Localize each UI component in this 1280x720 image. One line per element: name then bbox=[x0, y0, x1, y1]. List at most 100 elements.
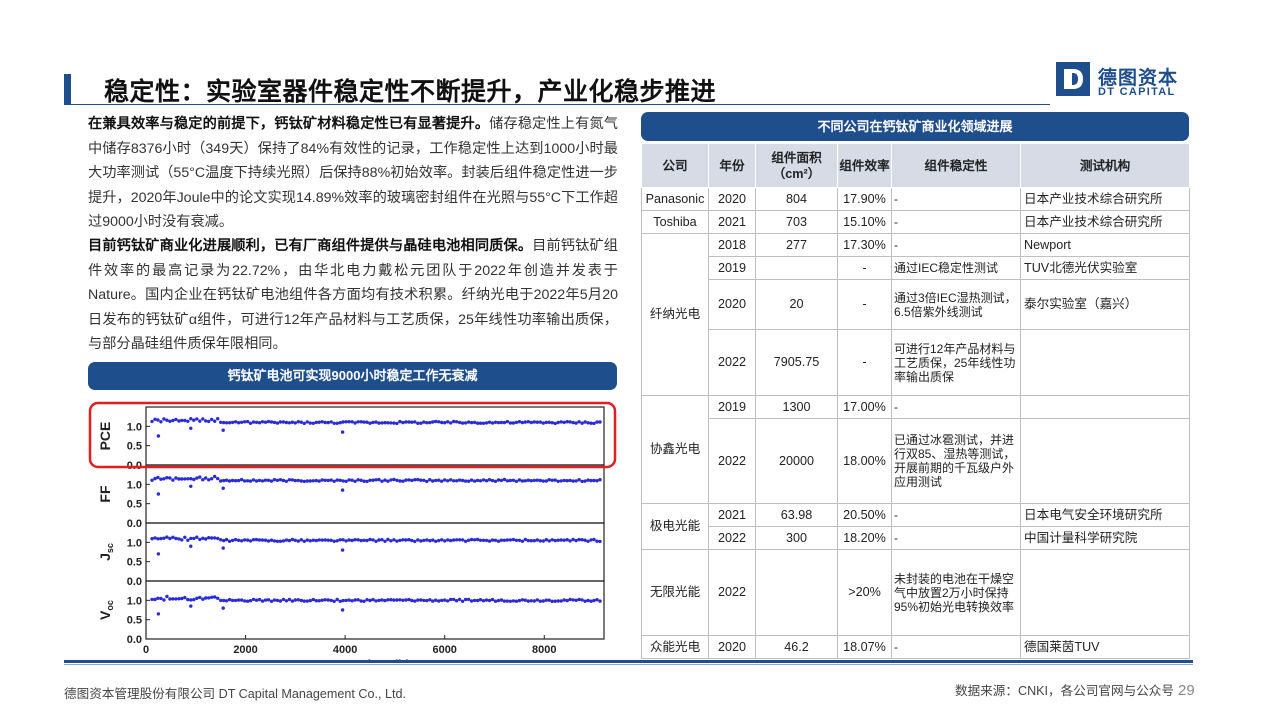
data-point bbox=[275, 421, 280, 425]
data-point bbox=[472, 479, 477, 483]
data-point bbox=[419, 421, 423, 425]
data-point bbox=[341, 598, 345, 603]
data-point bbox=[517, 478, 522, 482]
data-point bbox=[177, 477, 181, 481]
data-point bbox=[287, 538, 292, 543]
data-point bbox=[230, 478, 235, 483]
data-point bbox=[248, 539, 253, 543]
data-point bbox=[449, 478, 453, 482]
data-point bbox=[353, 538, 357, 542]
data-point bbox=[392, 421, 396, 425]
cell-stability: - bbox=[891, 210, 1021, 234]
data-point bbox=[520, 479, 525, 483]
data-point bbox=[165, 535, 169, 539]
data-point bbox=[186, 419, 190, 423]
y-tick-label: 0.5 bbox=[127, 499, 142, 511]
data-point bbox=[460, 599, 465, 603]
data-point bbox=[329, 420, 333, 424]
data-point bbox=[242, 538, 247, 542]
data-point bbox=[565, 420, 569, 424]
data-point bbox=[350, 420, 354, 424]
data-point bbox=[484, 598, 489, 602]
data-point bbox=[293, 421, 297, 425]
data-point bbox=[340, 488, 345, 492]
cell-year: 2019 bbox=[708, 256, 756, 280]
data-point bbox=[153, 417, 157, 421]
paragraph-commercialization-lead: 目前钙钛矿商业化进展顺利，已有厂商组件提供与晶硅电池相同质保。 bbox=[88, 238, 533, 254]
data-point bbox=[437, 420, 441, 424]
data-point bbox=[535, 598, 539, 602]
table-row: Toshiba 2021 703 15.10% - 日本产业技术综合研究所 bbox=[641, 210, 1190, 234]
data-point bbox=[577, 420, 581, 424]
data-point bbox=[311, 597, 315, 602]
data-point bbox=[156, 418, 160, 422]
data-point bbox=[532, 599, 536, 603]
data-point bbox=[174, 597, 178, 601]
data-point bbox=[544, 598, 548, 602]
data-point bbox=[359, 538, 363, 543]
cell-efficiency: - bbox=[837, 256, 892, 280]
data-point bbox=[219, 598, 223, 603]
footer-source: 数据来源：CNKI，各公司官网与公众号 29 bbox=[955, 680, 1195, 699]
data-point bbox=[165, 418, 169, 422]
data-point bbox=[371, 538, 375, 542]
data-point bbox=[165, 594, 169, 599]
data-point bbox=[395, 539, 399, 543]
data-point bbox=[239, 420, 244, 424]
data-point bbox=[227, 479, 232, 483]
cell-test-org: 日本电气安全环境研究所 bbox=[1020, 503, 1190, 527]
data-point bbox=[523, 537, 527, 542]
y-tick-label: 1.0 bbox=[127, 421, 142, 433]
data-point bbox=[308, 539, 312, 543]
data-point bbox=[413, 420, 417, 424]
data-point bbox=[260, 479, 265, 483]
data-point bbox=[452, 479, 456, 483]
data-point bbox=[514, 420, 519, 425]
table-row: 纤纳光电 2018 277 17.30% - Newport bbox=[641, 233, 1190, 396]
data-point bbox=[511, 478, 516, 482]
data-point bbox=[299, 538, 303, 542]
data-point bbox=[320, 598, 324, 602]
header-year: 年份 bbox=[708, 143, 756, 188]
data-point bbox=[520, 420, 525, 425]
data-point bbox=[434, 598, 438, 602]
data-point bbox=[568, 478, 572, 483]
data-point bbox=[589, 599, 593, 603]
data-point bbox=[192, 418, 196, 422]
data-point bbox=[401, 479, 405, 483]
data-point bbox=[466, 597, 471, 602]
cell-company: 无限光能 bbox=[641, 549, 709, 636]
data-point bbox=[251, 420, 256, 424]
data-point bbox=[192, 597, 196, 602]
data-point bbox=[266, 478, 271, 482]
data-point bbox=[505, 419, 510, 424]
data-point bbox=[463, 479, 468, 483]
data-point bbox=[278, 478, 283, 482]
data-point bbox=[592, 421, 596, 426]
data-point bbox=[284, 538, 289, 542]
data-point bbox=[547, 420, 551, 424]
data-point bbox=[463, 539, 468, 543]
data-point bbox=[428, 539, 432, 543]
data-point bbox=[260, 538, 265, 542]
data-point bbox=[499, 598, 504, 602]
data-point bbox=[374, 478, 378, 482]
data-point bbox=[323, 598, 327, 602]
data-point bbox=[592, 537, 596, 542]
data-point bbox=[335, 478, 339, 482]
data-point bbox=[329, 478, 333, 482]
data-point bbox=[368, 537, 372, 542]
data-point bbox=[302, 421, 306, 426]
data-point bbox=[198, 419, 202, 423]
data-point bbox=[529, 539, 533, 543]
data-point bbox=[272, 598, 277, 602]
dt-logo-icon bbox=[1056, 62, 1090, 96]
data-point bbox=[257, 597, 262, 602]
data-point bbox=[275, 478, 280, 482]
data-point bbox=[556, 538, 560, 542]
data-point bbox=[248, 421, 253, 425]
data-point bbox=[159, 596, 163, 601]
data-point bbox=[478, 538, 483, 542]
data-point bbox=[317, 479, 321, 483]
data-point bbox=[245, 538, 250, 542]
